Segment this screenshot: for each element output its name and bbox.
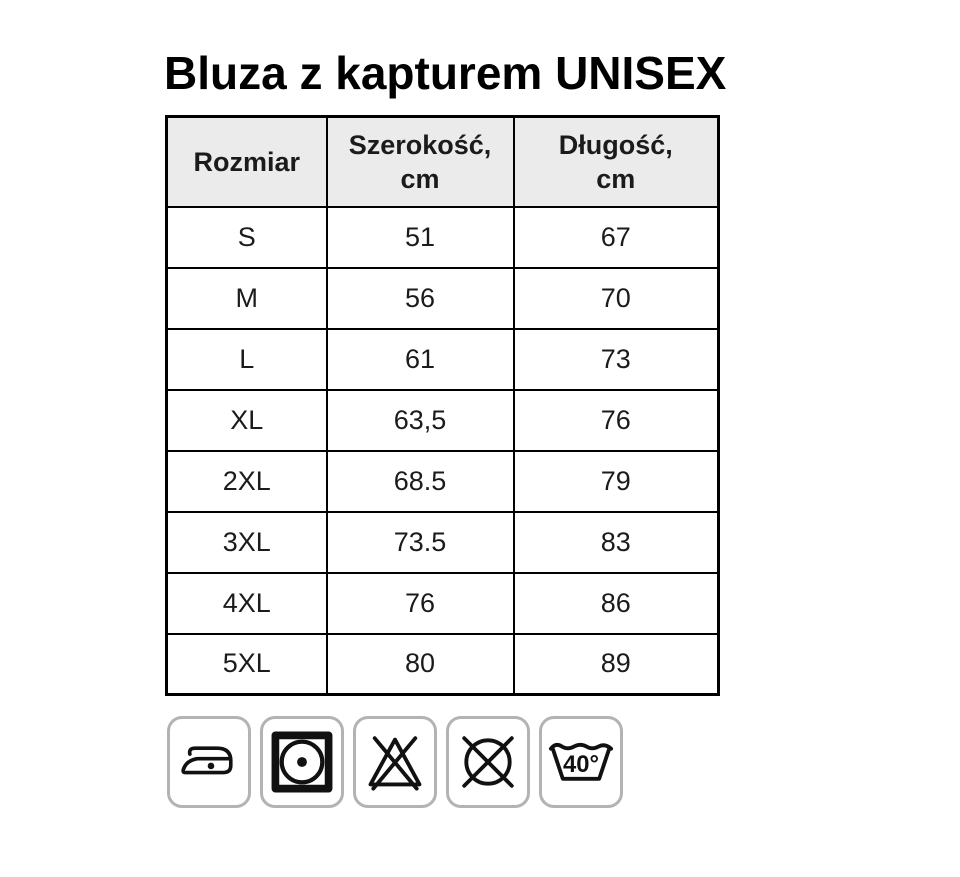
- width-cell: 56: [325, 266, 515, 330]
- size-table: Rozmiar Szerokość, cm Długość, cm S 51 6…: [165, 115, 720, 696]
- table-row: 5XL 80 89: [165, 632, 720, 696]
- length-cell: 76: [512, 388, 720, 452]
- care-icon-do-not-dry-clean: [446, 716, 530, 808]
- care-icon-tumble-dry: [260, 716, 344, 808]
- size-cell: L: [165, 327, 328, 391]
- width-cell: 51: [325, 205, 515, 269]
- width-cell: 63,5: [325, 388, 515, 452]
- width-cell: 80: [325, 632, 515, 696]
- care-icon-iron: [167, 716, 251, 808]
- page-title: Bluza z kapturem UNISEX: [164, 47, 727, 99]
- col-header-length-unit: cm: [596, 163, 636, 194]
- table-row: S 51 67: [165, 205, 720, 269]
- col-header-length-label: Długość,: [558, 129, 673, 160]
- length-cell: 67: [512, 205, 720, 269]
- length-cell: 86: [512, 571, 720, 635]
- size-cell: S: [165, 205, 328, 269]
- col-header-length: Długość, cm: [512, 115, 720, 208]
- table-row: 3XL 73.5 83: [165, 510, 720, 574]
- care-icon-do-not-bleach: [353, 716, 437, 808]
- wash-tub-icon: 40°: [548, 742, 614, 781]
- size-cell: M: [165, 266, 328, 330]
- tumble-dry-icon: [271, 731, 333, 793]
- table-row: M 56 70: [165, 266, 720, 330]
- length-cell: 83: [512, 510, 720, 574]
- width-cell: 76: [325, 571, 515, 635]
- col-header-width-label: Szerokość,: [348, 129, 492, 160]
- wash-temp-label: 40°: [563, 751, 599, 778]
- header-row: Rozmiar Szerokość, cm Długość, cm: [165, 115, 720, 208]
- col-header-width: Szerokość, cm: [325, 115, 515, 208]
- care-icons-row: 40°: [167, 716, 623, 808]
- length-cell: 89: [512, 632, 720, 696]
- care-icon-wash-40: 40°: [539, 716, 623, 808]
- table-row: 4XL 76 86: [165, 571, 720, 635]
- size-cell: 2XL: [165, 449, 328, 513]
- length-cell: 73: [512, 327, 720, 391]
- size-cell: 5XL: [165, 632, 328, 696]
- col-header-width-unit: cm: [400, 163, 440, 194]
- do-not-dry-clean-icon: [462, 736, 514, 788]
- width-cell: 73.5: [325, 510, 515, 574]
- do-not-bleach-icon: [368, 736, 422, 791]
- width-cell: 68.5: [325, 449, 515, 513]
- width-cell: 61: [325, 327, 515, 391]
- table-row: 2XL 68.5 79: [165, 449, 720, 513]
- table-row: XL 63,5 76: [165, 388, 720, 452]
- col-header-size: Rozmiar: [165, 115, 328, 208]
- size-cell: XL: [165, 388, 328, 452]
- col-header-size-label: Rozmiar: [193, 146, 301, 177]
- iron-icon: [181, 746, 233, 775]
- size-cell: 3XL: [165, 510, 328, 574]
- length-cell: 70: [512, 266, 720, 330]
- size-cell: 4XL: [165, 571, 328, 635]
- table-row: L 61 73: [165, 327, 720, 391]
- length-cell: 79: [512, 449, 720, 513]
